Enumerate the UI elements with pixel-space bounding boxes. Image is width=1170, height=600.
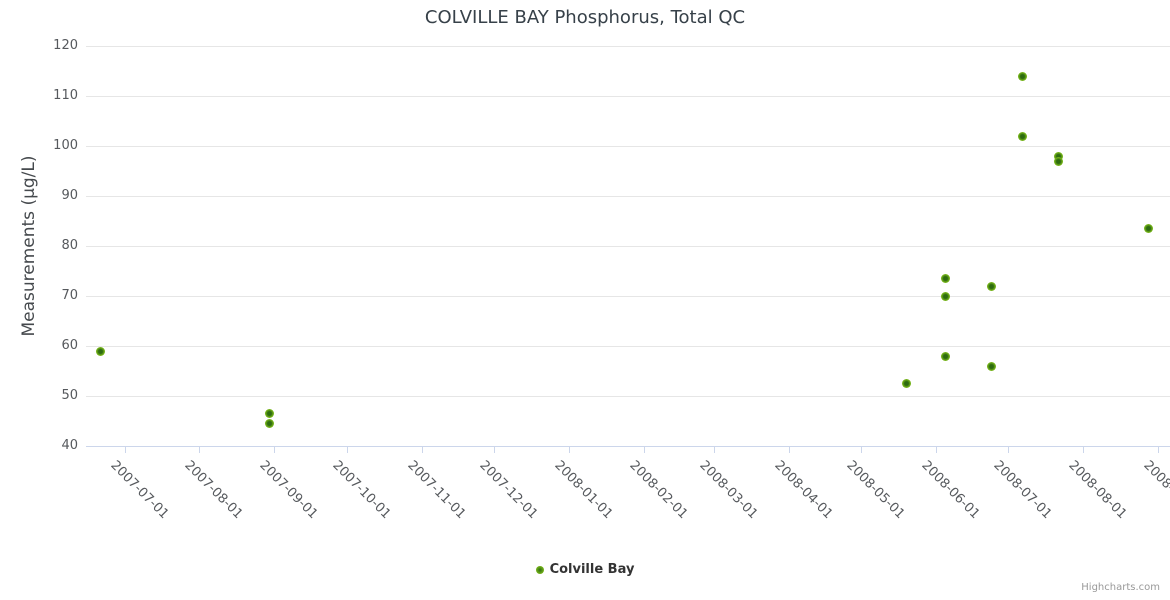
- x-tick-label: 2008-07-01: [990, 458, 1055, 523]
- data-point-marker[interactable]: [264, 419, 274, 428]
- x-tick: [713, 447, 715, 453]
- x-tick: [346, 447, 348, 453]
- legend-marker-icon: [535, 565, 544, 574]
- y-tick-label: 120: [53, 38, 78, 53]
- y-gridline: [86, 45, 1170, 47]
- y-tick-label: 70: [61, 288, 78, 303]
- x-tick-label: 2007-11-01: [403, 458, 469, 523]
- highcharts-credits-link[interactable]: Highcharts.com: [1081, 582, 1160, 593]
- x-tick: [860, 447, 862, 453]
- data-point-marker[interactable]: [1018, 71, 1028, 81]
- y-gridline: [86, 395, 1170, 397]
- y-gridline: [86, 95, 1170, 97]
- x-tick-label: 2008-01-01: [551, 458, 616, 523]
- data-point-marker[interactable]: [902, 379, 912, 388]
- chart-title: COLVILLE BAY Phosphorus, Total QC: [424, 7, 746, 28]
- x-tick: [568, 447, 570, 453]
- legend-label: Colville Bay: [549, 562, 635, 577]
- x-tick: [1157, 447, 1159, 453]
- x-tick: [421, 447, 423, 453]
- y-gridline: [86, 145, 1170, 147]
- data-point-marker[interactable]: [986, 361, 996, 371]
- x-tick-label: 2007-09-01: [256, 458, 321, 523]
- data-point-marker[interactable]: [264, 409, 274, 418]
- x-tick: [788, 447, 790, 453]
- y-gridline: [86, 245, 1170, 247]
- y-tick-label: 40: [61, 438, 78, 453]
- y-tick-label: 110: [53, 88, 78, 103]
- x-tick-label: 2007-10-01: [329, 458, 394, 523]
- x-tick: [935, 447, 937, 453]
- data-point-marker[interactable]: [95, 346, 105, 356]
- x-tick-label: 2008-09-01: [1140, 458, 1170, 523]
- x-tick-label: 2008-05-01: [843, 458, 908, 523]
- data-point-marker[interactable]: [1143, 224, 1153, 233]
- x-tick-label: 2008-02-01: [626, 458, 691, 523]
- x-tick-label: 2008-04-01: [770, 458, 835, 523]
- y-tick-label: 50: [61, 388, 78, 403]
- x-tick: [124, 447, 126, 453]
- x-tick: [199, 447, 201, 453]
- x-tick: [1008, 447, 1010, 453]
- y-tick-label: 60: [61, 338, 78, 353]
- y-tick-label: 90: [61, 188, 78, 203]
- x-tick: [274, 447, 276, 453]
- y-tick-label: 100: [53, 138, 78, 153]
- y-gridline: [86, 195, 1170, 197]
- x-tick-label: 2007-07-01: [107, 458, 172, 523]
- y-axis-title: Measurements (µg/L): [19, 155, 39, 337]
- x-tick-label: 2008-06-01: [918, 458, 983, 523]
- y-tick-label: 80: [61, 238, 78, 253]
- data-point-marker[interactable]: [940, 351, 950, 361]
- x-axis-line: [86, 446, 1170, 447]
- data-point-marker[interactable]: [986, 281, 996, 291]
- x-tick: [494, 447, 495, 453]
- data-point-marker[interactable]: [940, 274, 950, 283]
- data-point-marker[interactable]: [1054, 151, 1064, 161]
- data-point-marker[interactable]: [1054, 156, 1064, 166]
- x-tick-label: 2008-03-01: [696, 458, 761, 523]
- x-tick-label: 2007-12-01: [476, 458, 541, 523]
- data-point-marker[interactable]: [1018, 131, 1028, 141]
- y-gridline: [86, 295, 1170, 297]
- x-tick: [643, 447, 645, 453]
- y-gridline: [86, 345, 1170, 347]
- x-tick-label: 2007-08-01: [181, 458, 246, 523]
- legend-item-colville-bay[interactable]: Colville Bay: [0, 562, 1170, 577]
- x-tick-label: 2008-08-01: [1065, 458, 1130, 523]
- x-tick: [1083, 447, 1085, 453]
- data-point-marker[interactable]: [940, 291, 950, 301]
